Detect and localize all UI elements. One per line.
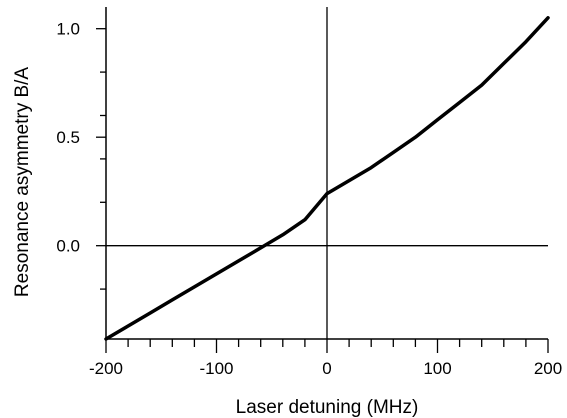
y-axis-title: Resonance asymmetry B/A [12, 67, 33, 298]
x-tick-label: -200 [89, 359, 123, 378]
series-line [104, 16, 550, 341]
y-tick-label: 1.0 [56, 20, 80, 39]
x-tick-label: 200 [534, 359, 562, 378]
y-tick-label: 0.0 [56, 237, 80, 256]
x-tick-label: 100 [423, 359, 451, 378]
x-axis-title: Laser detuning (MHz) [236, 397, 419, 418]
axes [105, 7, 548, 340]
x-tick-label: -100 [199, 359, 233, 378]
x-tick-label: 0 [322, 359, 331, 378]
series-layer [104, 16, 550, 341]
tick-labels: -200 -100 0 100 200 0.0 0.5 1.0 [56, 20, 562, 378]
ticks [96, 28, 549, 353]
y-tick-label: 0.5 [56, 128, 80, 147]
